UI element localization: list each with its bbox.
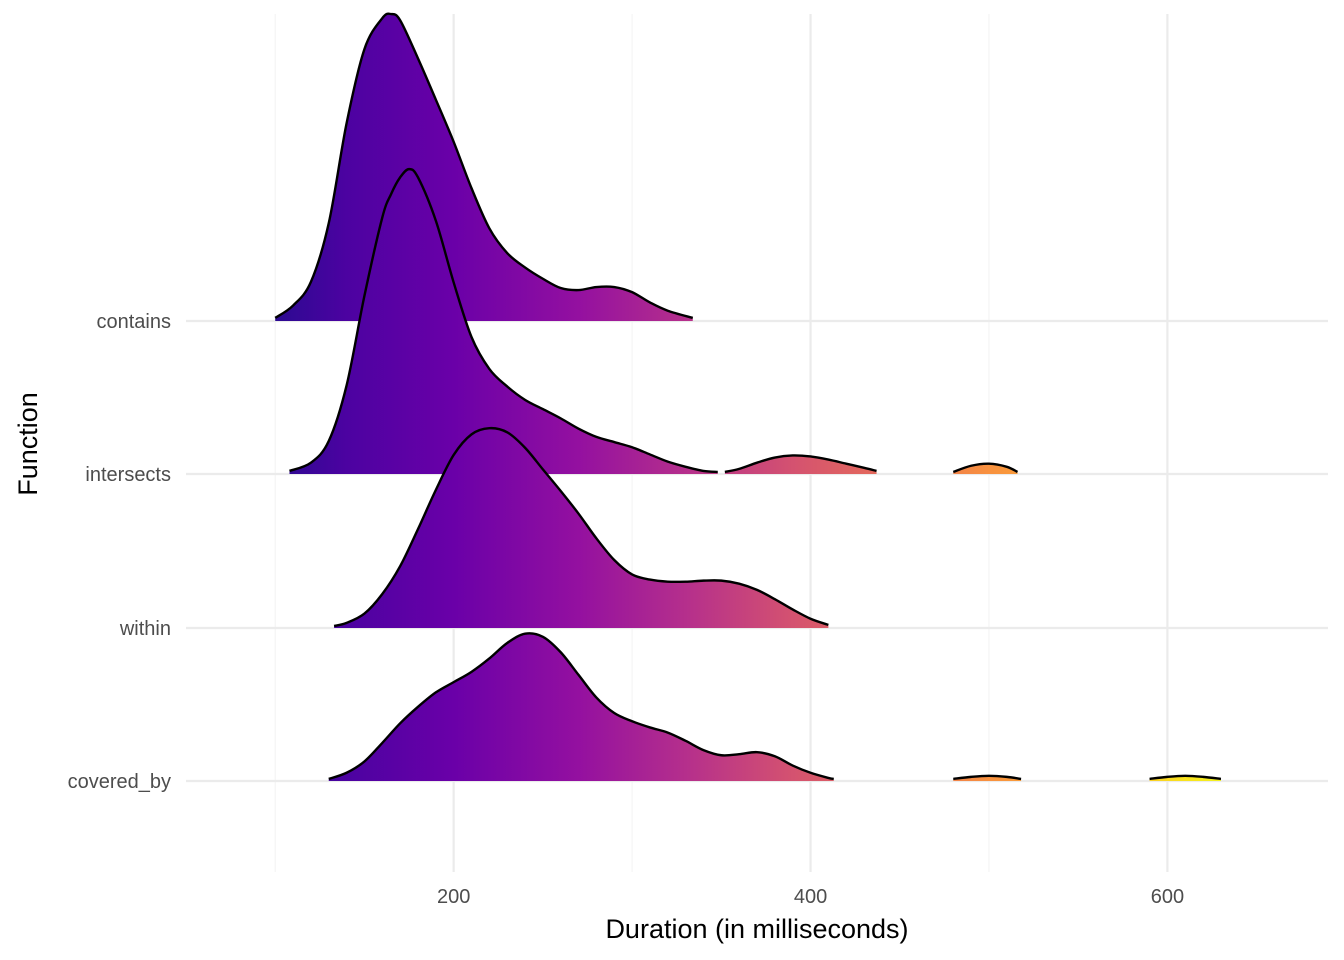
y-tick-label: within: [119, 618, 171, 640]
ridge-covered-by: [328, 632, 1222, 781]
ridge-area: [724, 455, 877, 474]
y-tick-label: contains: [97, 311, 172, 333]
x-tick-label: 400: [794, 886, 827, 908]
ridge-outline: [289, 167, 718, 474]
ridge-outline: [724, 454, 877, 474]
ridges-layer: [274, 12, 1222, 781]
ridge-intersects: [289, 167, 1019, 474]
ridge-outline: [274, 12, 694, 320]
ridge-area: [328, 633, 834, 781]
ridge-outline: [328, 632, 834, 781]
y-tick-label: intersects: [85, 464, 171, 486]
ridge-outline: [952, 462, 1019, 474]
y-tick-label: covered_by: [68, 771, 171, 793]
x-tick-label: 200: [437, 886, 470, 908]
x-axis-title: Duration (in milliseconds): [605, 914, 908, 944]
ridge-outline: [333, 426, 829, 628]
y-axis-title: Function: [13, 392, 43, 496]
y-axis-ticks: covered_by within intersects contains: [68, 311, 171, 793]
x-axis-ticks: 200 400 600: [437, 886, 1184, 908]
ridge-outline: [1149, 774, 1222, 781]
x-tick-label: 600: [1151, 886, 1184, 908]
ridge-area: [289, 169, 718, 474]
ridge-within: [333, 426, 829, 628]
ridge-outline: [953, 774, 1022, 781]
ridge-area: [334, 428, 829, 628]
ridge-contains: [274, 12, 694, 321]
